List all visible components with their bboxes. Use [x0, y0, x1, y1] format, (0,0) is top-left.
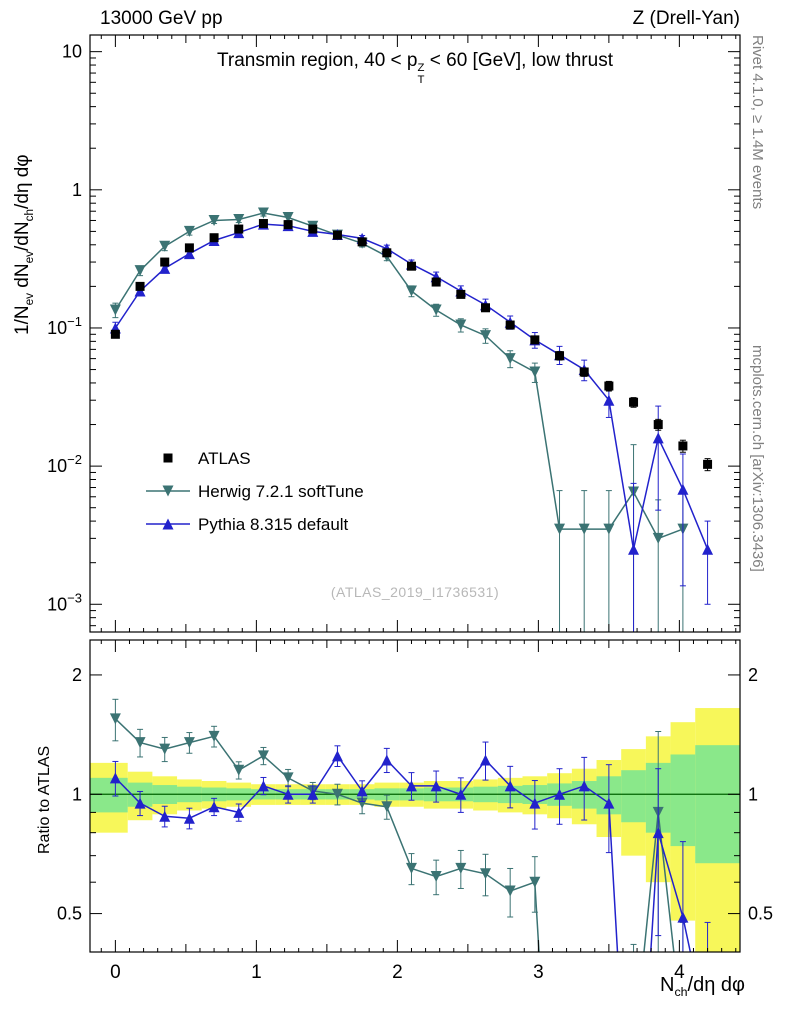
svg-text:0: 0	[110, 962, 121, 983]
svg-text:0.5: 0.5	[57, 904, 82, 924]
svg-text:10−1: 10−1	[47, 314, 82, 338]
rivet-version-note: Rivet 4.1.0, ≥ 1.4M events	[749, 35, 766, 210]
axis-ticks	[90, 35, 740, 953]
mcplots-attribution-note: mcplots.cern.ch [arXiv:1306.3436]	[749, 345, 766, 572]
inner-uncertainty-band	[695, 745, 740, 864]
svg-text:1: 1	[251, 962, 262, 983]
tick-labels: 10 1 10−1 10−2 10−3 2 2 1 1 0.5 0.5 0 1 2 3 4	[47, 42, 773, 983]
inner-uncertainty-band	[621, 770, 646, 823]
main-panel-frame	[89, 34, 741, 633]
herwig-series	[109, 207, 689, 632]
ratio-y-axis-label: Ratio to ATLAS	[36, 745, 53, 854]
svg-text:10: 10	[62, 42, 82, 62]
legend-item-pythia: Pythia 8.315 default	[198, 515, 349, 534]
atlas-series	[110, 219, 713, 472]
pythia-ratio-series	[109, 741, 711, 952]
svg-text:3: 3	[533, 962, 544, 983]
svg-text:1: 1	[72, 784, 82, 804]
beam-energy-title: 13000 GeV pp	[100, 8, 223, 29]
ratio-uncertainty-bands	[90, 708, 740, 952]
inner-uncertainty-band	[90, 777, 128, 813]
analysis-id-watermark: (ATLAS_2019_I1736531)	[330, 584, 500, 600]
legend-item-herwig: Herwig 7.2.1 softTune	[198, 482, 364, 501]
process-title: Z (Drell-Yan)	[632, 8, 740, 29]
ratio-panel-frame	[89, 639, 741, 953]
svg-text:4: 4	[674, 962, 685, 983]
main-y-axis-label: 1/Nev dNev/dNch/dη dφ	[12, 154, 36, 335]
svg-text:2: 2	[392, 962, 403, 983]
svg-text:2: 2	[748, 665, 758, 685]
svg-text:0.5: 0.5	[748, 904, 773, 924]
svg-text:10−3: 10−3	[47, 590, 82, 614]
svg-text:2: 2	[72, 665, 82, 685]
svg-text:10−2: 10−2	[47, 452, 82, 476]
legend-markers	[146, 453, 190, 530]
inner-uncertainty-band	[670, 754, 696, 847]
legend-item-atlas: ATLAS	[198, 449, 251, 468]
svg-text:1: 1	[72, 180, 82, 200]
svg-text:1: 1	[748, 784, 758, 804]
x-axis-label: Nch/dη dφ	[660, 974, 745, 999]
